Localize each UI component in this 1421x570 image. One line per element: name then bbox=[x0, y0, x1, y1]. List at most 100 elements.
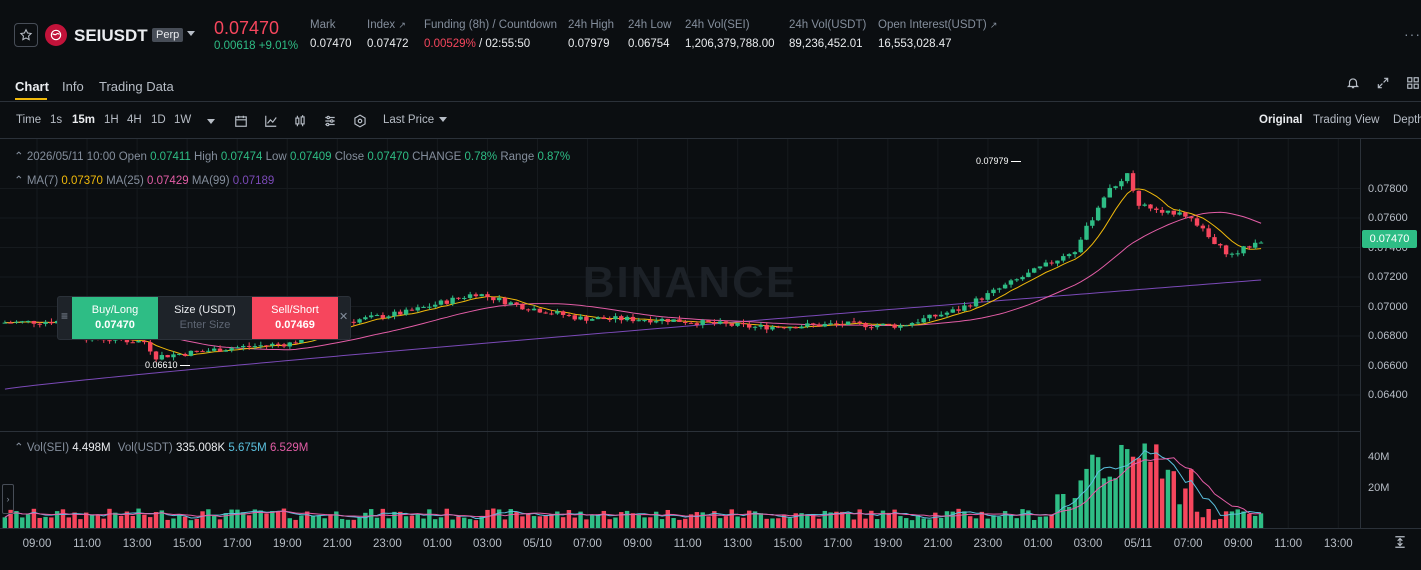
drag-handle-icon[interactable]: ≡ bbox=[61, 309, 69, 323]
view-trading-view[interactable]: Trading View bbox=[1313, 114, 1380, 126]
candle bbox=[845, 321, 851, 325]
volume-bar bbox=[508, 509, 513, 528]
candle bbox=[636, 320, 641, 322]
interval-1h[interactable]: 1H bbox=[104, 114, 119, 126]
candle bbox=[1107, 187, 1112, 198]
high-24h-label: 24h High bbox=[568, 19, 615, 31]
candle bbox=[229, 348, 234, 351]
candle bbox=[281, 344, 287, 347]
volume-bar bbox=[1072, 498, 1078, 528]
interval-dropdown-icon[interactable] bbox=[207, 119, 215, 124]
interval-4h[interactable]: 4H bbox=[127, 114, 142, 126]
candle bbox=[1031, 268, 1037, 273]
collapse-icon[interactable]: ⌃ bbox=[14, 151, 24, 163]
collapse-icon[interactable]: ⌃ bbox=[14, 175, 24, 187]
size-label: Size (USDT) bbox=[174, 304, 236, 316]
vol-sei-label: 24h Vol(SEI) bbox=[685, 19, 750, 31]
more-icon[interactable]: ··· bbox=[1404, 26, 1421, 42]
volume-bar bbox=[1148, 461, 1153, 528]
volume-bar bbox=[217, 519, 223, 528]
interval-1w[interactable]: 1W bbox=[174, 114, 192, 126]
candle bbox=[456, 297, 461, 299]
candle bbox=[1142, 204, 1147, 206]
candle bbox=[1154, 208, 1159, 210]
volume-bar bbox=[712, 511, 717, 528]
volume-bar bbox=[991, 515, 996, 528]
volume-bar bbox=[1142, 443, 1147, 528]
volume-bar bbox=[1136, 458, 1142, 528]
candle bbox=[374, 315, 380, 317]
candle bbox=[1119, 181, 1124, 187]
candle bbox=[211, 348, 217, 351]
size-input[interactable]: Enter Size bbox=[179, 319, 231, 331]
change-value: 0.78% bbox=[464, 151, 498, 163]
candle bbox=[1008, 280, 1014, 285]
index-label[interactable]: Index ↗ bbox=[367, 19, 406, 31]
candle bbox=[508, 302, 513, 305]
candle bbox=[432, 304, 438, 307]
view-original[interactable]: Original bbox=[1259, 114, 1303, 126]
candle bbox=[1218, 244, 1223, 246]
close-label: Close bbox=[334, 151, 365, 163]
tab-info[interactable]: Info bbox=[62, 79, 84, 94]
volume-bar bbox=[834, 511, 839, 528]
candle bbox=[921, 318, 926, 323]
volume-bar bbox=[805, 514, 810, 528]
tab-chart[interactable]: Chart bbox=[15, 79, 49, 94]
interval-1d[interactable]: 1D bbox=[151, 114, 166, 126]
volume-bar bbox=[549, 514, 554, 528]
candle bbox=[1252, 242, 1258, 248]
volume-bar bbox=[1252, 515, 1258, 528]
volume-bar bbox=[1258, 513, 1264, 528]
volume-bar bbox=[264, 513, 269, 528]
candle bbox=[653, 321, 659, 323]
tab-trading-data[interactable]: Trading Data bbox=[99, 79, 174, 94]
candle bbox=[252, 346, 258, 348]
gear-icon[interactable] bbox=[352, 113, 368, 129]
candlestick-chart[interactable]: BINANCE bbox=[0, 139, 1421, 570]
collapse-icon[interactable]: ⌃ bbox=[14, 442, 24, 454]
sell-short-button[interactable]: Sell/Short 0.07469 bbox=[252, 297, 338, 339]
volume-bar bbox=[688, 514, 694, 528]
scale-reset-icon[interactable] bbox=[1392, 534, 1408, 550]
ma99-line bbox=[4, 279, 1262, 390]
close-icon[interactable]: ✕ bbox=[339, 311, 349, 323]
open-interest-label[interactable]: Open Interest(USDT) ↗ bbox=[878, 19, 998, 31]
price-axis-border bbox=[1360, 139, 1361, 528]
candle bbox=[526, 309, 531, 311]
favorite-star-button[interactable] bbox=[14, 23, 38, 47]
low-annotation: 0.06610 bbox=[145, 360, 190, 370]
volume-bar bbox=[758, 513, 764, 528]
candle bbox=[217, 348, 223, 352]
indicator-icon[interactable] bbox=[263, 113, 279, 129]
candle bbox=[403, 309, 409, 315]
external-link-icon: ↗ bbox=[398, 20, 406, 30]
candle bbox=[223, 350, 229, 352]
view-depth[interactable]: Depth bbox=[1393, 114, 1421, 126]
size-field[interactable]: Size (USDT) Enter Size bbox=[158, 297, 252, 339]
candle bbox=[973, 298, 979, 307]
volume-bar bbox=[398, 511, 403, 528]
vol-sei-value: 1,206,379,788.00 bbox=[685, 38, 775, 50]
candle bbox=[392, 311, 397, 317]
interval-1s[interactable]: 1s bbox=[50, 114, 63, 126]
candle bbox=[241, 345, 246, 348]
candle bbox=[630, 316, 636, 322]
calendar-icon[interactable] bbox=[233, 113, 249, 129]
symbol-name[interactable]: SEIUSDT bbox=[74, 26, 148, 45]
candle bbox=[177, 353, 182, 355]
candle bbox=[968, 305, 973, 307]
price-type-select[interactable]: Last Price bbox=[383, 114, 448, 126]
alert-bell-icon[interactable] bbox=[1345, 75, 1361, 91]
fullscreen-icon[interactable] bbox=[1375, 75, 1391, 91]
low-value: 0.07409 bbox=[289, 151, 332, 163]
candle bbox=[496, 297, 502, 301]
buy-long-button[interactable]: Buy/Long 0.07470 bbox=[72, 297, 158, 339]
layout-grid-icon[interactable] bbox=[1405, 75, 1421, 91]
symbol-dropdown-icon[interactable] bbox=[187, 31, 195, 36]
candle-type-icon[interactable] bbox=[292, 113, 308, 129]
candle bbox=[601, 317, 607, 320]
interval-15m[interactable]: 15m bbox=[72, 114, 96, 126]
chart-settings-icon[interactable] bbox=[322, 113, 338, 129]
left-scroll-handle[interactable]: › bbox=[2, 484, 14, 514]
